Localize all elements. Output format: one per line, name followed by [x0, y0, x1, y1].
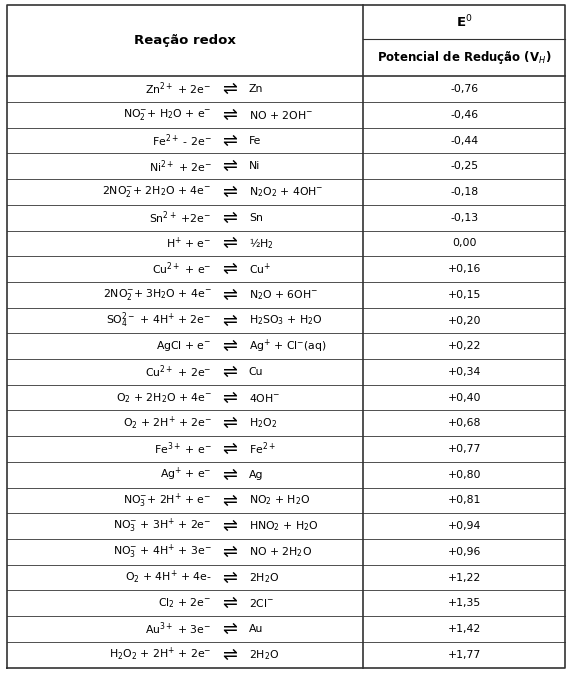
Text: H$^{+}$ + e$^{-}$: H$^{+}$ + e$^{-}$	[166, 236, 212, 251]
Text: SO$_4^{2-}$ + 4H$^{+}$ + 2e$^{-}$: SO$_4^{2-}$ + 4H$^{+}$ + 2e$^{-}$	[106, 311, 212, 330]
Text: NO$_3^{-}$ + 3H$^{+}$ + 2e$^{-}$: NO$_3^{-}$ + 3H$^{+}$ + 2e$^{-}$	[113, 517, 212, 535]
Text: Cu$^{2+}$ + 2e$^{-}$: Cu$^{2+}$ + 2e$^{-}$	[145, 363, 212, 380]
Text: N$_2$O$_2$ + 4OH$^{-}$: N$_2$O$_2$ + 4OH$^{-}$	[249, 185, 323, 199]
Text: Ag$^{+}$ + e$^{-}$: Ag$^{+}$ + e$^{-}$	[160, 466, 212, 483]
Text: -0,76: -0,76	[450, 84, 478, 94]
Text: $\rightleftharpoons$: $\rightleftharpoons$	[219, 337, 239, 355]
Text: $\rightleftharpoons$: $\rightleftharpoons$	[219, 106, 239, 124]
Text: $\rightleftharpoons$: $\rightleftharpoons$	[219, 157, 239, 175]
Text: Fe: Fe	[249, 135, 261, 145]
Text: $\rightleftharpoons$: $\rightleftharpoons$	[219, 646, 239, 664]
Text: $\rightleftharpoons$: $\rightleftharpoons$	[219, 286, 239, 304]
Text: -0,13: -0,13	[450, 213, 478, 223]
Text: Zn: Zn	[249, 84, 263, 94]
Text: 2NO$_2^{-}$+ 2H$_2$O + 4e$^{-}$: 2NO$_2^{-}$+ 2H$_2$O + 4e$^{-}$	[102, 184, 212, 199]
Text: Ag$^{+}$ + Cl$^{-}$(aq): Ag$^{+}$ + Cl$^{-}$(aq)	[249, 338, 327, 355]
Text: O$_2$ + 4H$^{+}$ + 4e-: O$_2$ + 4H$^{+}$ + 4e-	[125, 569, 212, 586]
Text: Cl$_2$ + 2e$^{-}$: Cl$_2$ + 2e$^{-}$	[158, 596, 212, 610]
Text: +0,34: +0,34	[447, 367, 481, 377]
Text: H$_2$O$_2$: H$_2$O$_2$	[249, 417, 277, 430]
Text: $\rightleftharpoons$: $\rightleftharpoons$	[219, 594, 239, 612]
Text: Potencial de Redução (V$_H$): Potencial de Redução (V$_H$)	[377, 49, 551, 67]
Text: NO$_2$ + H$_2$O: NO$_2$ + H$_2$O	[249, 493, 310, 507]
Text: Sn: Sn	[249, 213, 263, 223]
Text: Cu$^{+}$: Cu$^{+}$	[249, 261, 271, 277]
Text: 2NO$_2^{-}$+ 3H$_2$O + 4e$^{-}$: 2NO$_2^{-}$+ 3H$_2$O + 4e$^{-}$	[103, 287, 212, 302]
Text: +0,16: +0,16	[447, 264, 481, 274]
Text: Fe$^{2+}$: Fe$^{2+}$	[249, 441, 276, 458]
Text: +0,81: +0,81	[447, 495, 481, 505]
Text: +1,77: +1,77	[447, 649, 481, 660]
Text: +0,96: +0,96	[447, 547, 481, 557]
Text: $\rightleftharpoons$: $\rightleftharpoons$	[219, 466, 239, 484]
Text: Ni$^{2+}$ + 2e$^{-}$: Ni$^{2+}$ + 2e$^{-}$	[149, 158, 212, 174]
Text: O$_2$ + 2H$^{+}$ + 2e$^{-}$: O$_2$ + 2H$^{+}$ + 2e$^{-}$	[122, 415, 212, 432]
Text: +0,94: +0,94	[447, 521, 481, 531]
Text: Au: Au	[249, 624, 263, 634]
Text: NO$_3^{-}$+ 2H$^{+}$ + e$^{-}$: NO$_3^{-}$+ 2H$^{+}$ + e$^{-}$	[124, 491, 212, 509]
Text: +1,22: +1,22	[447, 573, 481, 583]
Text: -0,46: -0,46	[450, 110, 478, 120]
Text: Zn$^{2+}$ + 2e$^{-}$: Zn$^{2+}$ + 2e$^{-}$	[145, 81, 212, 98]
Text: +0,40: +0,40	[447, 392, 481, 402]
Text: H$_2$SO$_3$ + H$_2$O: H$_2$SO$_3$ + H$_2$O	[249, 314, 323, 327]
Text: +0,20: +0,20	[447, 316, 481, 326]
Text: N$_2$O + 6OH$^{-}$: N$_2$O + 6OH$^{-}$	[249, 288, 318, 302]
Text: $\rightleftharpoons$: $\rightleftharpoons$	[219, 440, 239, 458]
Text: 2Cl$^{-}$: 2Cl$^{-}$	[249, 598, 274, 609]
Text: +0,68: +0,68	[447, 419, 481, 428]
Text: O$_2$ + 2H$_2$O + 4e$^{-}$: O$_2$ + 2H$_2$O + 4e$^{-}$	[116, 391, 212, 404]
Text: $\rightleftharpoons$: $\rightleftharpoons$	[219, 183, 239, 201]
Text: Fe$^{3+}$ + e$^{-}$: Fe$^{3+}$ + e$^{-}$	[154, 441, 212, 458]
Text: $\rightleftharpoons$: $\rightleftharpoons$	[219, 260, 239, 278]
Text: -0,25: -0,25	[450, 162, 478, 171]
Text: $\rightleftharpoons$: $\rightleftharpoons$	[219, 620, 239, 638]
Text: 4OH$^{-}$: 4OH$^{-}$	[249, 392, 280, 404]
Text: $\rightleftharpoons$: $\rightleftharpoons$	[219, 491, 239, 509]
Text: Ni: Ni	[249, 162, 260, 171]
Text: $\rightleftharpoons$: $\rightleftharpoons$	[219, 312, 239, 330]
Text: +1,35: +1,35	[447, 598, 481, 608]
Text: $\rightleftharpoons$: $\rightleftharpoons$	[219, 80, 239, 98]
Text: Fe$^{2+}$ - 2e$^{-}$: Fe$^{2+}$ - 2e$^{-}$	[152, 132, 212, 149]
Text: $\rightleftharpoons$: $\rightleftharpoons$	[219, 543, 239, 561]
Text: $\rightleftharpoons$: $\rightleftharpoons$	[219, 131, 239, 149]
Text: Ag: Ag	[249, 470, 263, 480]
Text: E$^0$: E$^0$	[456, 14, 472, 31]
Text: NO$_2^{-}$+ H$_2$O + e$^{-}$: NO$_2^{-}$+ H$_2$O + e$^{-}$	[123, 107, 212, 122]
Text: -0,44: -0,44	[450, 135, 478, 145]
Text: 2H$_2$O: 2H$_2$O	[249, 571, 279, 585]
Text: Cu$^{2+}$ + e$^{-}$: Cu$^{2+}$ + e$^{-}$	[152, 260, 212, 277]
Text: AgCl + e$^{-}$: AgCl + e$^{-}$	[156, 339, 212, 353]
Text: +1,42: +1,42	[447, 624, 481, 634]
Text: $\rightleftharpoons$: $\rightleftharpoons$	[219, 209, 239, 227]
Text: Au$^{3+}$ + 3e$^{-}$: Au$^{3+}$ + 3e$^{-}$	[145, 621, 212, 637]
Text: NO$_3^{-}$ + 4H$^{+}$ + 3e$^{-}$: NO$_3^{-}$ + 4H$^{+}$ + 3e$^{-}$	[113, 542, 212, 561]
Text: -0,18: -0,18	[450, 187, 478, 197]
Text: Sn$^{2+}$ +2e$^{-}$: Sn$^{2+}$ +2e$^{-}$	[149, 209, 212, 226]
Text: NO + 2H$_2$O: NO + 2H$_2$O	[249, 545, 312, 559]
Text: $\rightleftharpoons$: $\rightleftharpoons$	[219, 518, 239, 535]
Text: +0,15: +0,15	[447, 290, 481, 299]
Text: +0,22: +0,22	[447, 341, 481, 351]
Text: Reação redox: Reação redox	[134, 34, 236, 47]
Text: +0,77: +0,77	[447, 444, 481, 454]
Text: $\rightleftharpoons$: $\rightleftharpoons$	[219, 415, 239, 432]
Text: NO + 2OH$^{-}$: NO + 2OH$^{-}$	[249, 109, 313, 121]
Text: +0,80: +0,80	[447, 470, 481, 480]
Text: Cu: Cu	[249, 367, 263, 377]
Text: H$_2$O$_2$ + 2H$^{+}$ + 2e$^{-}$: H$_2$O$_2$ + 2H$^{+}$ + 2e$^{-}$	[109, 646, 212, 664]
Text: 0,00: 0,00	[452, 238, 476, 248]
Text: $\rightleftharpoons$: $\rightleftharpoons$	[219, 234, 239, 252]
Text: $\rightleftharpoons$: $\rightleftharpoons$	[219, 388, 239, 406]
Text: HNO$_2$ + H$_2$O: HNO$_2$ + H$_2$O	[249, 520, 319, 533]
Text: 2H$_2$O: 2H$_2$O	[249, 648, 279, 662]
Text: $\rightleftharpoons$: $\rightleftharpoons$	[219, 363, 239, 381]
Text: ½H$_2$: ½H$_2$	[249, 236, 273, 251]
Text: $\rightleftharpoons$: $\rightleftharpoons$	[219, 569, 239, 587]
